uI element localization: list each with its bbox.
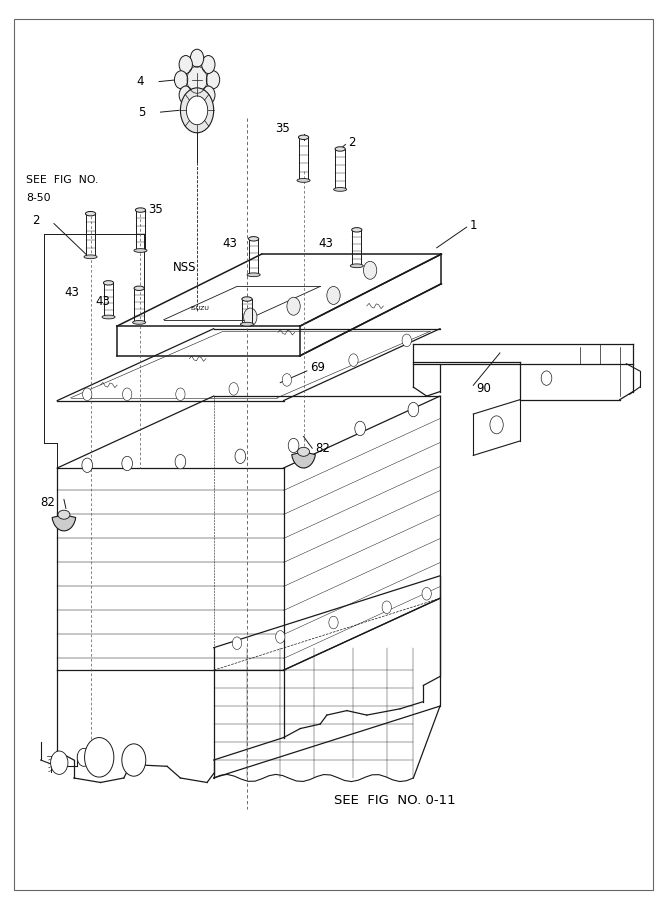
Ellipse shape [335, 147, 346, 151]
Ellipse shape [352, 228, 362, 232]
Text: 90: 90 [476, 382, 491, 395]
Text: ISUZU: ISUZU [190, 305, 209, 310]
Text: 82: 82 [41, 496, 55, 508]
Text: 43: 43 [222, 237, 237, 250]
Circle shape [490, 416, 503, 434]
Ellipse shape [103, 281, 113, 285]
Circle shape [287, 297, 300, 315]
Text: 43: 43 [64, 286, 79, 299]
Circle shape [327, 286, 340, 304]
Ellipse shape [242, 297, 252, 302]
Circle shape [123, 388, 132, 400]
Circle shape [349, 354, 358, 366]
Circle shape [243, 308, 257, 326]
Ellipse shape [134, 286, 144, 291]
Text: 43: 43 [319, 237, 334, 250]
Wedge shape [52, 515, 76, 531]
Ellipse shape [135, 208, 145, 212]
Text: 35: 35 [149, 202, 163, 216]
Text: 2: 2 [32, 214, 39, 228]
Ellipse shape [297, 447, 309, 456]
Circle shape [541, 371, 552, 385]
Ellipse shape [84, 255, 97, 258]
Ellipse shape [133, 320, 145, 324]
Ellipse shape [298, 135, 309, 140]
Circle shape [85, 738, 114, 777]
Circle shape [180, 58, 213, 103]
Circle shape [186, 96, 207, 125]
Circle shape [422, 588, 432, 600]
Circle shape [174, 71, 187, 89]
Ellipse shape [58, 510, 70, 519]
Circle shape [201, 86, 215, 104]
Text: 2: 2 [348, 136, 356, 149]
Circle shape [201, 56, 215, 74]
Circle shape [83, 388, 92, 400]
Circle shape [122, 456, 133, 471]
Ellipse shape [240, 322, 253, 326]
Ellipse shape [297, 178, 310, 183]
Wedge shape [291, 452, 315, 468]
Ellipse shape [102, 315, 115, 319]
Circle shape [179, 86, 192, 104]
Text: 43: 43 [95, 295, 111, 308]
Circle shape [229, 382, 238, 395]
Text: 4: 4 [136, 75, 144, 88]
Circle shape [235, 449, 245, 464]
Ellipse shape [134, 248, 147, 252]
Circle shape [77, 748, 91, 766]
Ellipse shape [334, 187, 347, 192]
Text: 5: 5 [139, 105, 146, 119]
Text: 8-50: 8-50 [26, 194, 51, 203]
Circle shape [206, 71, 219, 89]
Circle shape [329, 616, 338, 629]
Ellipse shape [350, 264, 364, 267]
Circle shape [288, 438, 299, 453]
Circle shape [355, 421, 366, 436]
Text: SEE  FIG  NO.: SEE FIG NO. [26, 176, 98, 185]
Circle shape [122, 743, 146, 776]
Circle shape [232, 637, 241, 650]
Text: SEE  FIG  NO. 0-11: SEE FIG NO. 0-11 [334, 794, 455, 807]
Circle shape [282, 374, 291, 386]
Circle shape [82, 458, 93, 473]
Ellipse shape [85, 212, 95, 216]
Ellipse shape [249, 237, 259, 241]
Circle shape [382, 601, 392, 614]
Circle shape [190, 50, 203, 68]
Circle shape [179, 56, 192, 74]
Circle shape [275, 631, 285, 644]
Ellipse shape [247, 273, 260, 276]
Circle shape [364, 261, 377, 279]
Circle shape [408, 402, 419, 417]
Text: 1: 1 [470, 219, 478, 232]
Text: 82: 82 [315, 442, 329, 454]
Circle shape [180, 88, 213, 133]
Circle shape [175, 454, 185, 469]
Circle shape [51, 751, 68, 774]
Text: 69: 69 [310, 361, 325, 374]
Circle shape [402, 334, 412, 346]
Text: 35: 35 [275, 122, 290, 135]
Text: NSS: NSS [173, 261, 196, 274]
Circle shape [175, 388, 185, 400]
Circle shape [190, 93, 203, 111]
